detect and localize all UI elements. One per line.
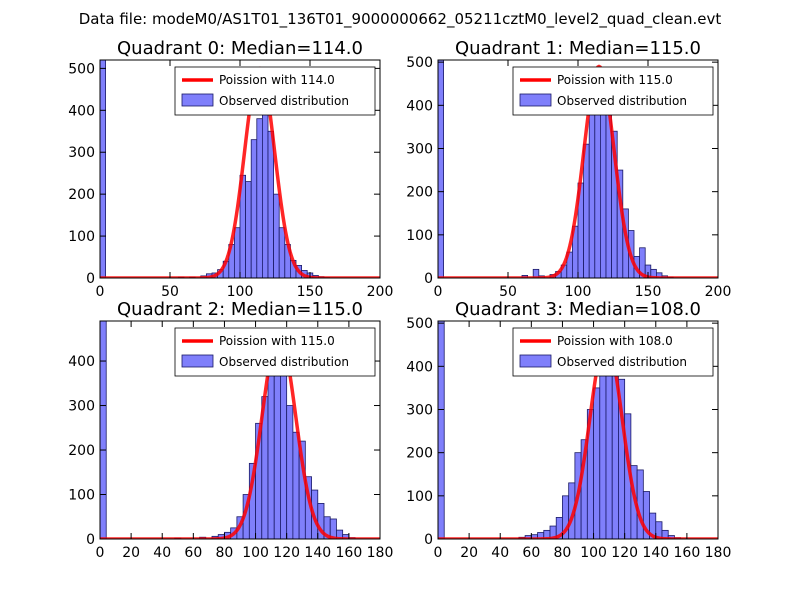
quadrant-2-bar xyxy=(100,321,106,539)
quadrant-1-bar xyxy=(589,114,595,278)
quadrant-2-xtick-label: 60 xyxy=(184,545,202,561)
quadrant-1-xtick-label: 200 xyxy=(705,284,732,300)
quadrant-2-xtick-label: 140 xyxy=(304,545,331,561)
quadrant-2-legend-curve-label: Poission with 115.0 xyxy=(219,334,335,348)
quadrant-3-xtick-label: 60 xyxy=(522,545,540,561)
quadrant-1-ytick-label: 400 xyxy=(406,98,433,114)
quadrant-2-ytick-label: 200 xyxy=(68,443,95,459)
quadrant-3-ytick-label: 300 xyxy=(406,402,433,418)
quadrant-3-legend-bar-label: Observed distribution xyxy=(557,355,687,369)
quadrant-1-xtick-label: 50 xyxy=(499,284,517,300)
quadrant-2-ytick-label: 100 xyxy=(68,488,95,504)
quadrant-2-bar xyxy=(287,406,293,539)
quadrant-1-xtick-label: 100 xyxy=(565,284,592,300)
quadrant-3-xtick-label: 40 xyxy=(491,545,509,561)
quadrant-1-ytick-label: 200 xyxy=(406,185,433,201)
quadrant-1-legend-curve-label: Poission with 115.0 xyxy=(557,73,673,87)
quadrant-1-ytick-label: 100 xyxy=(406,228,433,244)
quadrant-3-title: Quadrant 3: Median=108.0 xyxy=(455,299,701,320)
quadrant-3-xtick-label: 160 xyxy=(674,545,701,561)
quadrant-0-bar xyxy=(251,140,257,278)
quadrant-0-title: Quadrant 0: Median=114.0 xyxy=(117,38,363,59)
quadrant-3-xtick-label: 140 xyxy=(642,545,669,561)
quadrant-0-legend-bar-swatch xyxy=(182,94,213,106)
quadrant-1-title: Quadrant 1: Median=115.0 xyxy=(455,38,701,59)
quadrant-0-xtick-label: 0 xyxy=(96,284,105,300)
quadrant-2-xtick-label: 40 xyxy=(153,545,171,561)
quadrant-0-legend-bar-label: Observed distribution xyxy=(219,94,349,108)
quadrant-1-legend-bar-label: Observed distribution xyxy=(557,94,687,108)
quadrant-3-bar xyxy=(594,388,600,539)
quadrant-3-ytick-label: 0 xyxy=(424,532,433,548)
quadrant-3-bar xyxy=(606,358,612,539)
quadrant-0-bar xyxy=(100,60,106,278)
quadrant-0-bar xyxy=(246,182,252,278)
quadrant-0-bar xyxy=(268,131,274,278)
quadrant-2-ytick-label: 400 xyxy=(68,354,95,370)
quadrant-3-ytick-label: 200 xyxy=(406,446,433,462)
quadrant-1-bar xyxy=(595,101,601,278)
quadrant-1-ytick-label: 300 xyxy=(406,141,433,157)
quadrant-3-ytick-label: 100 xyxy=(406,489,433,505)
quadrant-2-bar xyxy=(293,432,299,539)
quadrant-3-ytick-label: 500 xyxy=(406,316,433,332)
quadrant-0-ytick-label: 500 xyxy=(68,61,95,77)
quadrant-0-xtick-label: 100 xyxy=(227,284,254,300)
quadrant-0-chart: Quadrant 0: Median=114.0 0 50 100 150 200 0 100… xyxy=(68,38,393,300)
quadrant-0-legend-curve-label: Poission with 114.0 xyxy=(219,73,335,87)
quadrant-3-bar xyxy=(637,470,643,539)
quadrant-0-bar xyxy=(274,194,280,278)
quadrant-1-xtick-label: 150 xyxy=(635,284,662,300)
quadrant-0-xtick-label: 200 xyxy=(367,284,394,300)
quadrant-2-xtick-label: 160 xyxy=(336,545,363,561)
quadrant-1-bar xyxy=(584,144,590,278)
quadrant-1-ytick-label: 0 xyxy=(424,271,433,287)
quadrant-3-xtick-label: 80 xyxy=(554,545,572,561)
quadrant-0-bar xyxy=(279,228,285,278)
quadrant-3-bar xyxy=(438,321,444,539)
quadrant-2-legend-bar-label: Observed distribution xyxy=(219,355,349,369)
quadrant-2-ytick-label: 0 xyxy=(86,532,95,548)
quadrant-2-xtick-label: 120 xyxy=(273,545,300,561)
quadrant-0-xtick-label: 150 xyxy=(297,284,324,300)
quadrant-2-xtick-label: 180 xyxy=(367,545,394,561)
quadrant-2-title: Quadrant 2: Median=115.0 xyxy=(117,299,363,320)
quadrant-2-ytick-label: 300 xyxy=(68,399,95,415)
quadrant-3-xtick-label: 100 xyxy=(580,545,607,561)
quadrant-1-ytick-label: 500 xyxy=(406,55,433,71)
quadrant-3-legend-bar-swatch xyxy=(520,355,551,367)
quadrant-3-xtick-label: 120 xyxy=(611,545,638,561)
quadrant-2-legend-bar-swatch xyxy=(182,355,213,367)
quadrant-2-bar xyxy=(268,365,274,539)
quadrant-1-chart: Quadrant 1: Median=115.0 0 50 100 150 200 0 100… xyxy=(406,38,731,300)
quadrant-0-ytick-label: 100 xyxy=(68,229,95,245)
quadrant-0-bar xyxy=(257,119,263,278)
quadrant-3-bar xyxy=(600,366,606,539)
quadrant-2-xtick-label: 0 xyxy=(96,545,105,561)
quadrant-0-ytick-label: 400 xyxy=(68,103,95,119)
figure-suptitle: Data file: modeM0/AS1T01_136T01_90000006… xyxy=(79,10,722,29)
quadrant-0-xtick-label: 50 xyxy=(161,284,179,300)
quadrant-1-bar xyxy=(438,60,444,278)
quadrant-3-xtick-label: 20 xyxy=(460,545,478,561)
quadrant-3-xtick-label: 0 xyxy=(434,545,443,561)
quadrant-3-xtick-label: 180 xyxy=(705,545,732,561)
quadrant-0-ytick-label: 300 xyxy=(68,145,95,161)
quadrant-2-xtick-label: 100 xyxy=(242,545,269,561)
quadrant-3-legend-curve-label: Poission with 108.0 xyxy=(557,334,673,348)
quadrant-0-bar xyxy=(234,228,240,278)
quadrant-0-ytick-label: 0 xyxy=(86,271,95,287)
quadrant-0-ytick-label: 200 xyxy=(68,187,95,203)
quadrant-1-legend-bar-swatch xyxy=(520,94,551,106)
quadrant-1-xtick-label: 0 xyxy=(434,284,443,300)
quadrant-2-xtick-label: 20 xyxy=(122,545,140,561)
quadrant-3-ytick-label: 400 xyxy=(406,359,433,375)
quadrant-2-xtick-label: 80 xyxy=(216,545,234,561)
